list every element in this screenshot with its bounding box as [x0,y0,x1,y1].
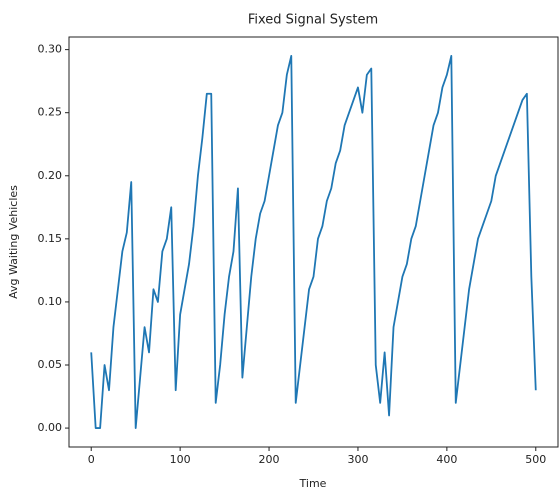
y-tick-label: 0.10 [38,295,63,308]
x-tick-label: 500 [525,453,546,466]
y-tick-label: 0.25 [38,106,63,119]
y-tick-label: 0.20 [38,169,63,182]
x-tick-label: 400 [436,453,457,466]
x-tick-label: 0 [88,453,95,466]
y-tick-label: 0.15 [38,232,63,245]
data-line [90,55,537,429]
x-tick-label: 100 [170,453,191,466]
y-tick-label: 0.05 [38,358,63,371]
x-tick-label: 300 [347,453,368,466]
x-axis-label: Time [299,477,327,490]
y-tick-label: 0.30 [38,43,63,56]
y-tick-label: 0.00 [38,421,63,434]
x-tick-label: 200 [259,453,280,466]
plot-frame [68,36,559,448]
chart-title: Fixed Signal System [248,13,378,28]
y-axis-label: Avg Waiting Vehicles [7,185,20,299]
